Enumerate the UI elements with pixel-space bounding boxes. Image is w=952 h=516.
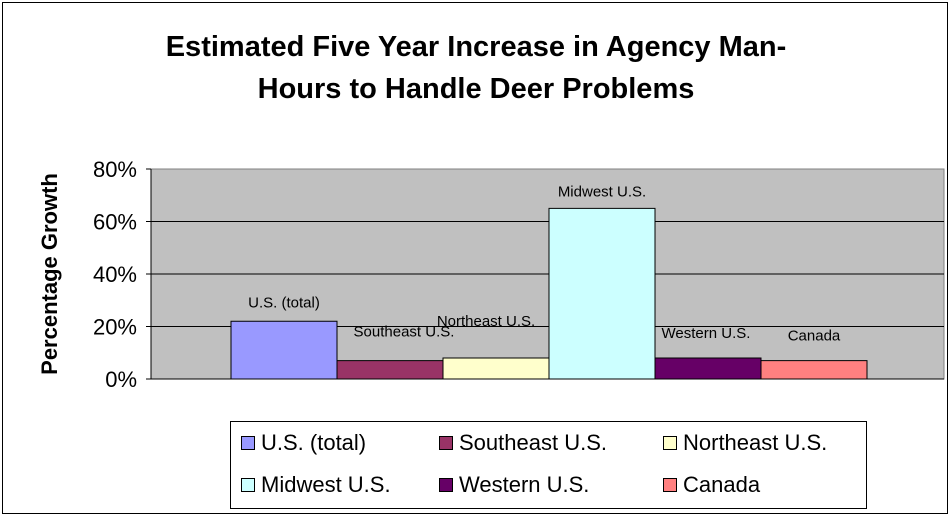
- legend-label: U.S. (total): [261, 430, 367, 455]
- legend-item: Northeast U.S.: [663, 430, 827, 456]
- legend-item: Canada: [663, 472, 760, 498]
- chart-legend: U.S. (total) Southeast U.S. Northeast U.S.…: [230, 421, 867, 509]
- chart-title-line-1: Estimated Five Year Increase in Agency M…: [165, 31, 787, 63]
- bar-6: [760, 360, 868, 380]
- bar-data-label: Midwest U.S.: [558, 183, 646, 200]
- bar-4: [548, 207, 656, 380]
- bar-data-label: Northeast U.S.: [437, 313, 535, 330]
- bar-data-label: Southeast U.S.: [354, 324, 455, 341]
- y-axis-label: Percentage Growth: [37, 173, 62, 375]
- y-tick-label: 40%: [93, 262, 137, 287]
- chart-title: Estimated Five Year Increase in Agency M…: [0, 26, 952, 110]
- legend-label: Canada: [683, 472, 761, 497]
- legend-label: Midwest U.S.: [261, 472, 391, 497]
- bar-5: [654, 357, 762, 380]
- bar-data-label: Western U.S.: [662, 325, 751, 342]
- chart-title-line-2: Hours to Handle Deer Problems: [257, 73, 695, 105]
- legend-swatch: [241, 436, 255, 450]
- legend-item: Western U.S.: [439, 472, 589, 498]
- legend-item: Southeast U.S.: [439, 430, 607, 456]
- legend-label: Southeast U.S.: [459, 430, 607, 455]
- legend-item: U.S. (total): [241, 430, 366, 456]
- y-tick-label: 20%: [93, 315, 137, 340]
- legend-swatch: [439, 478, 453, 492]
- legend-swatch: [663, 436, 677, 450]
- legend-swatch: [241, 478, 255, 492]
- y-tick-label: 60%: [93, 210, 137, 235]
- legend-swatch: [439, 436, 453, 450]
- bar-1: [230, 320, 338, 380]
- y-tick-label: 80%: [93, 157, 137, 182]
- y-tick-label: 0%: [105, 367, 137, 392]
- legend-swatch: [663, 478, 677, 492]
- legend-label: Western U.S.: [459, 472, 590, 497]
- legend-label: Northeast U.S.: [683, 430, 828, 455]
- bar-3: [442, 357, 550, 380]
- bar-data-label: Canada: [788, 328, 841, 345]
- bar-2: [336, 360, 444, 380]
- bar-data-label: U.S. (total): [248, 294, 320, 311]
- legend-item: Midwest U.S.: [241, 472, 391, 498]
